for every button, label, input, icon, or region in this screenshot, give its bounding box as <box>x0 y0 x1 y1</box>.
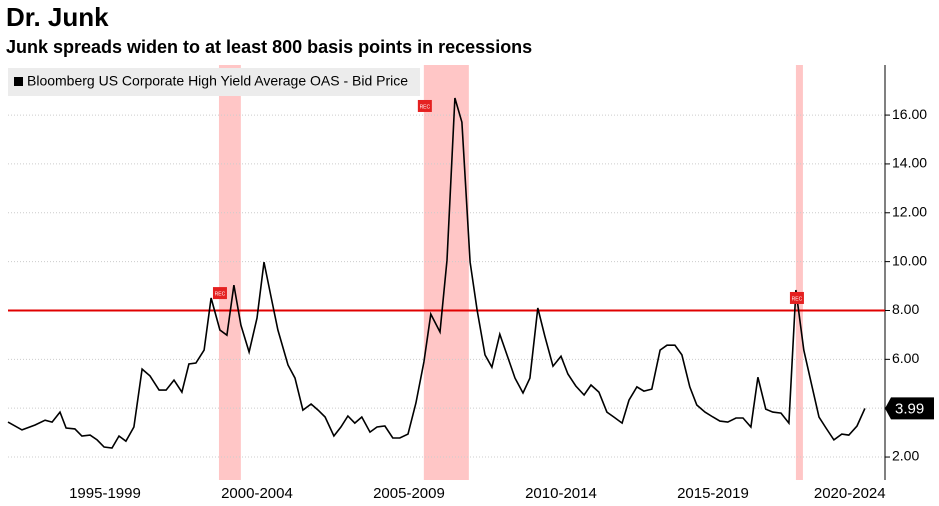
x-tick-label: 1995-1999 <box>69 485 141 502</box>
x-tick-label: 2010-2014 <box>525 485 597 502</box>
y-tick-label: 16.00 <box>892 106 927 122</box>
y-tick-label: 6.00 <box>892 350 919 366</box>
rec-marker <box>417 99 432 112</box>
chart-subtitle: Junk spreads widen to at least 800 basis… <box>6 37 532 57</box>
chart-title: Dr. Junk <box>6 2 109 32</box>
x-tick-label: 2015-2019 <box>677 485 749 502</box>
rec-marker <box>212 287 227 300</box>
legend-label: Bloomberg US Corporate High Yield Averag… <box>27 73 408 89</box>
legend-swatch <box>14 77 23 86</box>
y-tick-label: 14.00 <box>892 155 927 171</box>
last-value-tag <box>885 397 934 420</box>
x-tick-label: 2020-2024 <box>814 485 886 502</box>
recession-band <box>218 65 241 480</box>
rec-marker <box>789 291 804 304</box>
rec-label: REC <box>792 296 803 302</box>
y-tick-label: 10.00 <box>892 252 927 268</box>
rec-label: REC <box>420 104 431 110</box>
y-tick-label: 8.00 <box>892 301 919 317</box>
y-tick-label: 2.00 <box>892 448 919 464</box>
recession-band <box>795 65 803 480</box>
series-line <box>7 97 866 449</box>
legend-box <box>8 68 420 96</box>
rec-label: REC <box>215 291 226 297</box>
x-tick-label: 2005-2009 <box>373 485 445 502</box>
y-tick-label: 12.00 <box>892 203 927 219</box>
x-tick-label: 2000-2004 <box>221 485 293 502</box>
last-value-label: 3.99 <box>895 400 924 417</box>
